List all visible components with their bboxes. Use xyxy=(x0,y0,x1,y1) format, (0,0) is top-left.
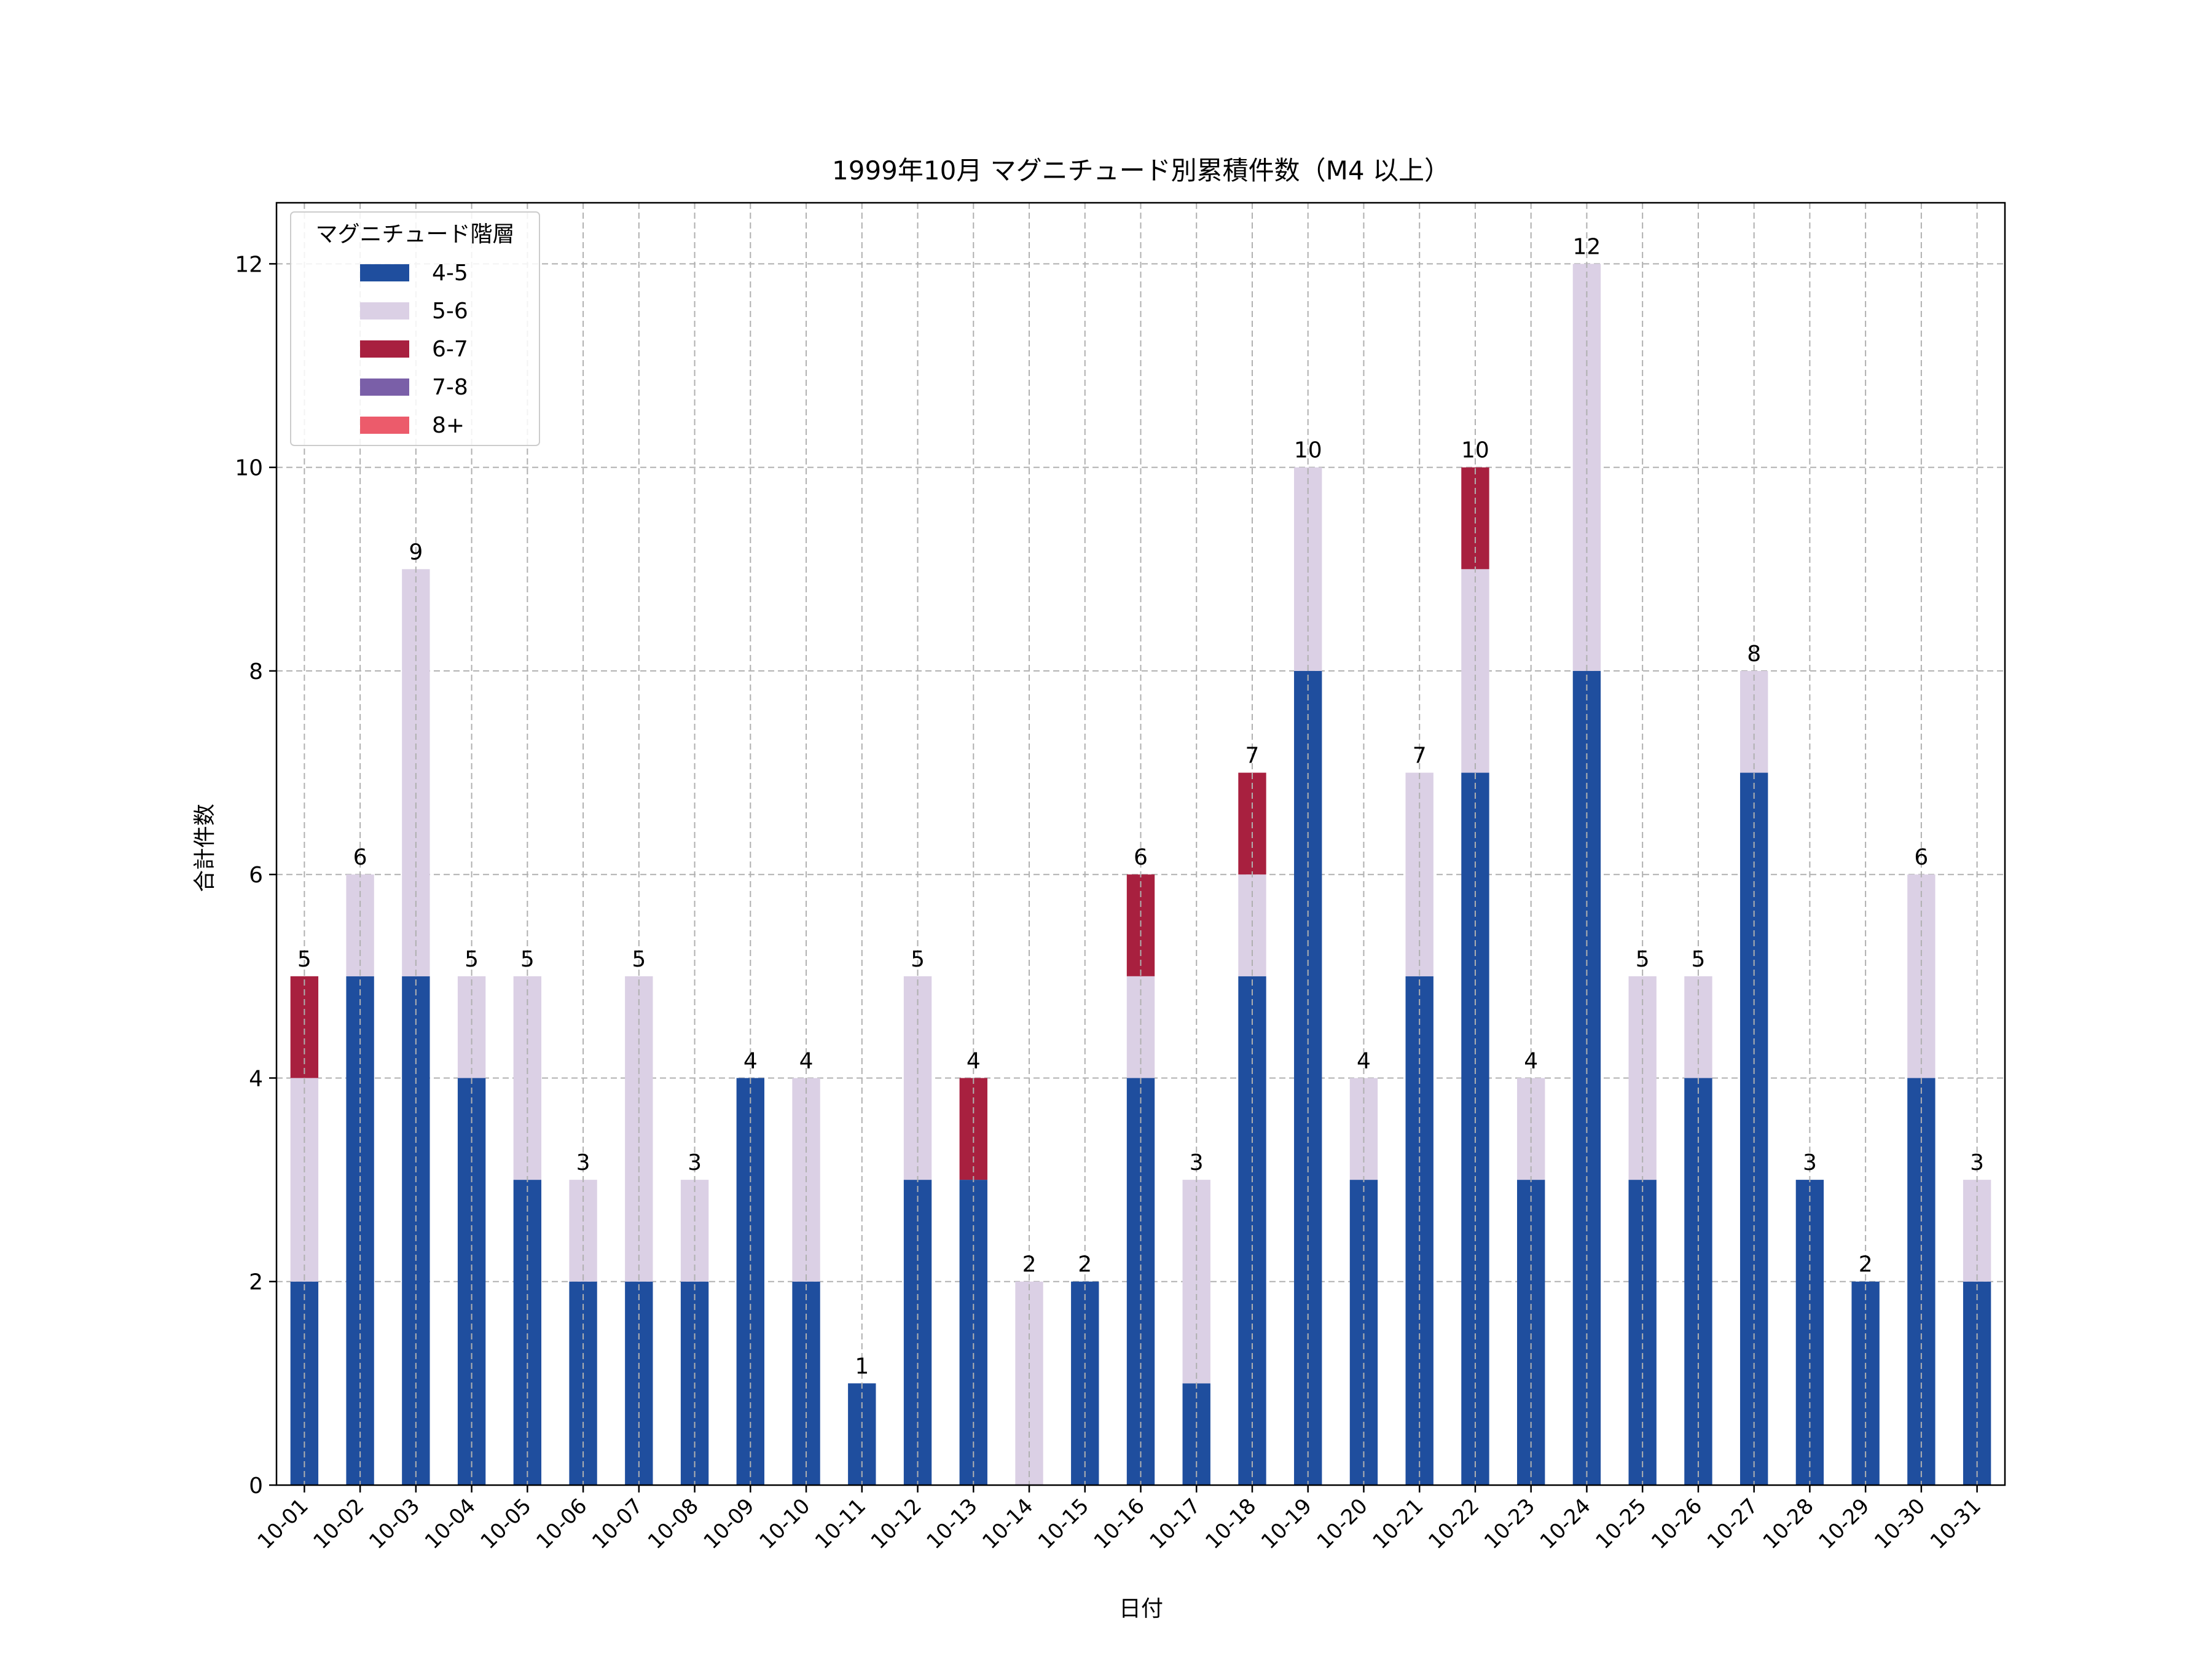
legend-label: 6-7 xyxy=(432,337,468,362)
bar-total-label: 1 xyxy=(855,1354,869,1379)
y-tick-label: 4 xyxy=(249,1066,263,1091)
bar-total-label: 3 xyxy=(688,1150,702,1175)
legend-swatch xyxy=(360,302,409,320)
legend-swatch xyxy=(360,264,409,281)
bar-total-label: 6 xyxy=(1914,845,1928,870)
bar-total-label: 4 xyxy=(743,1048,758,1073)
bar-total-label: 12 xyxy=(1573,234,1601,259)
bar-total-label: 2 xyxy=(1078,1252,1092,1277)
bar-segment-5-6 xyxy=(1182,1180,1210,1384)
bar-total-label: 5 xyxy=(520,947,535,972)
legend-swatch xyxy=(360,340,409,358)
y-tick-label: 10 xyxy=(235,456,263,481)
bar-total-label: 5 xyxy=(465,947,479,972)
x-axis-label: 日付 xyxy=(1119,1596,1163,1622)
bar-total-label: 10 xyxy=(1461,438,1489,463)
bar-total-label: 2 xyxy=(1859,1252,1873,1277)
bar-total-labels: 5 6 9 5 5 3 5 3 4 4 1 5 4 2 2 6 3 7 10 4 7 10 4 12 5 5 8 3 2 6 3 xyxy=(297,234,1984,1379)
bar-total-label: 7 xyxy=(1413,743,1427,769)
chart-title: 1999年10月 マグニチュード別累積件数（M4 以上） xyxy=(832,155,1450,186)
bar-total-label: 10 xyxy=(1294,438,1322,463)
legend-label: 7-8 xyxy=(432,375,468,400)
bar-total-label: 5 xyxy=(297,947,312,972)
bar-total-label: 9 xyxy=(409,539,423,565)
bar-total-label: 3 xyxy=(1190,1150,1204,1175)
bar-total-label: 2 xyxy=(1022,1252,1037,1277)
bar-total-label: 5 xyxy=(632,947,646,972)
bar-total-label: 3 xyxy=(1970,1150,1984,1175)
legend-title: マグニチュード階層 xyxy=(315,222,514,247)
y-tick-label: 12 xyxy=(235,252,263,277)
bar-total-label: 4 xyxy=(1357,1048,1371,1073)
bar-total-label: 4 xyxy=(1524,1048,1538,1073)
bar-total-label: 7 xyxy=(1245,743,1260,769)
bar-total-label: 5 xyxy=(911,947,925,972)
bar-total-label: 4 xyxy=(967,1048,981,1073)
bar-total-label: 8 xyxy=(1747,641,1761,667)
bars xyxy=(290,203,1991,1485)
bar-total-label: 3 xyxy=(1803,1150,1817,1175)
bar-total-label: 4 xyxy=(799,1048,814,1073)
legend-swatch xyxy=(360,417,409,434)
y-tick-label: 2 xyxy=(249,1270,263,1295)
legend: マグニチュード階層 4-5 5-6 6-7 7-8 8+ xyxy=(290,211,540,446)
legend-label: 8+ xyxy=(432,413,465,438)
y-tick-label: 0 xyxy=(249,1473,263,1499)
bar-total-label: 5 xyxy=(1636,947,1650,972)
bar-total-label: 5 xyxy=(1691,947,1705,972)
legend-label: 5-6 xyxy=(432,299,468,324)
legend-label: 4-5 xyxy=(432,261,468,286)
bar-total-label: 6 xyxy=(353,845,367,870)
y-tick-label: 6 xyxy=(249,863,263,888)
legend-box xyxy=(290,211,540,446)
y-axis-label: 合計件数 xyxy=(192,804,218,892)
bar-total-label: 3 xyxy=(576,1150,590,1175)
bar-total-label: 6 xyxy=(1134,845,1148,870)
legend-swatch xyxy=(360,378,409,396)
y-tick-label: 8 xyxy=(249,659,263,684)
